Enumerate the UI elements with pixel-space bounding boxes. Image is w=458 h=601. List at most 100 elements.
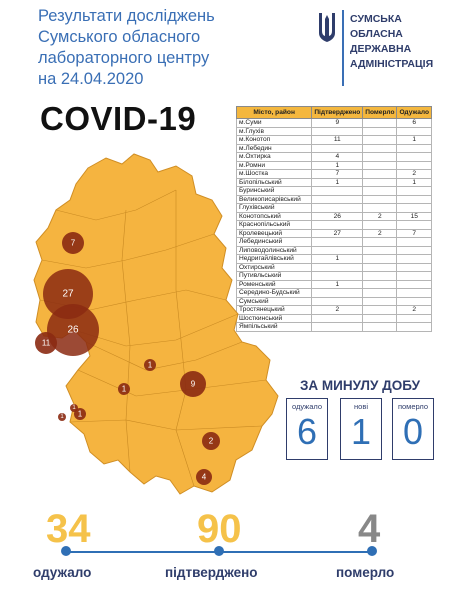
covid-label: COVID-19 [40,100,197,137]
cell-recovered [396,279,432,289]
cell-deaths [362,262,398,272]
table-row: м.Суми 9 6 [235,118,432,128]
region-outline [33,153,279,495]
case-marker [118,383,130,395]
case-marker-label: 7 [71,239,76,248]
cell-confirmed: 1 [311,160,364,170]
case-marker [70,404,78,412]
cell-deaths [362,143,398,153]
cell-recovered: 15 [396,211,432,221]
cell-confirmed [311,186,364,196]
cell-recovered [396,152,432,162]
cell-confirmed: 2 [311,305,364,315]
cell-recovered [396,203,432,213]
total-recovered: 34 [46,507,91,551]
col-header-confirmed: Підтверджено [311,106,364,119]
cell-confirmed: 1 [311,279,364,289]
cell-deaths [362,245,398,255]
cell-confirmed [311,245,364,255]
cell-confirmed: 4 [311,152,364,162]
page-title: Результати досліджень Сумського обласног… [38,6,278,90]
daily-recovered-box: одужало 6 [286,398,328,460]
org-line-1: СУМСЬКА [350,13,402,25]
cell-district: м.Суми [235,118,313,128]
cell-district: Ямпільський [235,322,313,332]
case-marker-label: 1 [72,405,76,411]
label-deaths: померло [336,565,395,580]
cell-confirmed [311,313,364,323]
cell-confirmed: 11 [311,135,364,145]
cell-confirmed: 1 [311,254,364,264]
cell-recovered [396,126,432,136]
cell-deaths [362,313,398,323]
cell-confirmed: 26 [311,211,364,221]
org-name: СУМСЬКА ОБЛАСНА ДЕРЖАВНА АДМІНІСТРАЦІЯ [350,12,455,72]
cell-deaths [362,220,398,230]
cell-confirmed [311,237,364,247]
daily-new-value: 1 [350,411,372,452]
title-line-4: на 24.04.2020 [38,70,144,88]
cell-recovered [396,245,432,255]
cell-confirmed [311,271,364,281]
case-marker-label: 11 [42,339,51,348]
org-line-4: АДМІНІСТРАЦІЯ [350,58,434,70]
timeline-dot-deaths [367,546,377,556]
cell-recovered [396,288,432,298]
case-marker [62,232,84,254]
trident-icon [319,13,335,42]
cell-recovered [396,143,432,153]
total-confirmed: 90 [197,507,242,551]
cell-recovered: 2 [396,169,432,179]
cell-deaths [362,177,398,187]
daily-title: ЗА МИНУЛУ ДОБУ [299,378,421,393]
org-line-3: ДЕРЖАВНА [350,43,412,55]
cell-confirmed [311,288,364,298]
case-marker-label: 1 [60,414,64,420]
cell-deaths [362,135,398,145]
cell-deaths [362,169,398,179]
cell-deaths [362,305,398,315]
cell-recovered: 1 [396,177,432,187]
case-marker-label: 4 [202,473,207,482]
cell-confirmed: 9 [311,118,364,128]
case-marker-label: 1 [122,385,127,394]
case-marker-label: 27 [62,289,74,300]
cell-confirmed: 1 [311,177,364,187]
org-line-2: ОБЛАСНА [350,28,403,40]
cell-recovered [396,313,432,323]
cell-deaths [362,152,398,162]
cell-recovered [396,194,432,204]
cell-recovered [396,237,432,247]
total-deaths: 4 [358,507,381,551]
case-marker [35,332,57,354]
cell-deaths [362,271,398,281]
cell-confirmed [311,143,364,153]
timeline-dot-recovered [61,546,71,556]
cell-confirmed [311,126,364,136]
table-row: Ямпільський [235,322,432,332]
label-recovered: одужало [33,565,92,580]
case-marker-label: 1 [78,410,83,419]
cell-district: м.Глухів [235,126,313,136]
title-line-1: Результати досліджень [38,7,215,25]
cell-recovered [396,160,432,170]
cell-confirmed: 7 [311,169,364,179]
cell-deaths [362,254,398,264]
label-confirmed: підтверджено [165,565,258,580]
cell-recovered [396,296,432,306]
cell-recovered [396,186,432,196]
district-table: Місто, район Підтверджено Померло Одужал… [235,106,432,332]
cell-recovered [396,254,432,264]
case-marker [202,432,220,450]
cell-recovered: 7 [396,228,432,238]
cell-recovered [396,262,432,272]
cell-confirmed [311,220,364,230]
col-header-district: Місто, район [235,106,313,119]
daily-new-box: нові 1 [340,398,382,460]
col-header-recovered: Одужало [396,106,432,119]
cell-deaths [362,296,398,306]
table-row: Охтирський [235,262,432,272]
cell-deaths [362,126,398,136]
cell-recovered: 2 [396,305,432,315]
